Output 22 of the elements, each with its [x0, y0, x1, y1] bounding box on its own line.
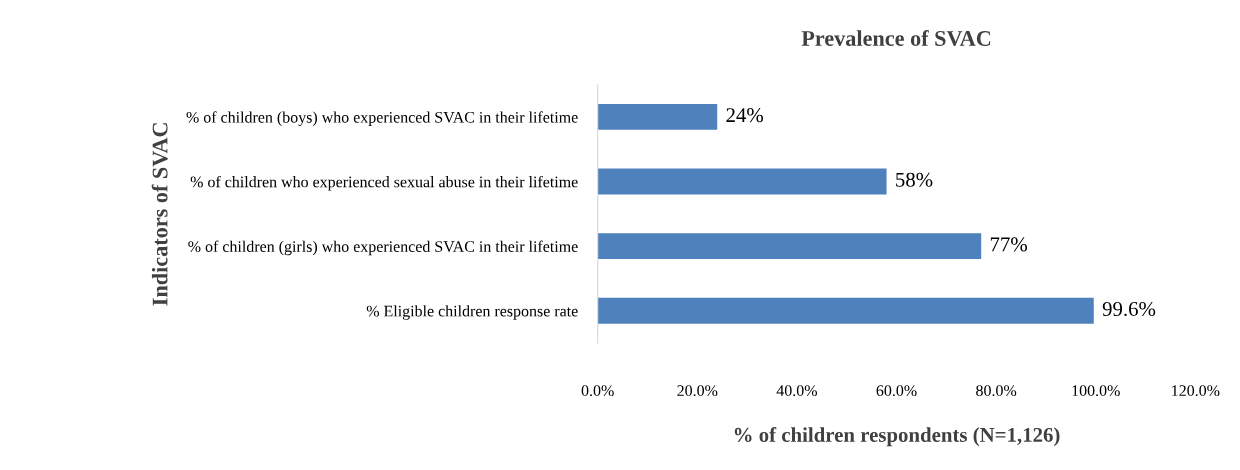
- y-tick-label: % of children (boys) who experienced SVAC in their lifetime: [186, 111, 578, 126]
- x-axis-title: % of children respondents (N=1,126): [734, 427, 1060, 447]
- y-tick-label: % of children (girls) who experienced SVAC in their lifetime: [188, 240, 578, 256]
- x-tick-label: 100.0%: [1072, 385, 1120, 397]
- x-tick-label: 60.0%: [876, 385, 917, 397]
- x-tick-label: 80.0%: [976, 385, 1017, 397]
- bar: [597, 233, 982, 260]
- y-tick-label: % of children who experienced sexual abuse in their lifetime: [190, 175, 578, 191]
- x-tick-label: 20.0%: [677, 385, 718, 397]
- y-axis-title: Indicators of SVAC: [151, 123, 168, 306]
- chart-title: Prevalence of SVAC: [801, 30, 991, 47]
- bar: [597, 297, 1094, 324]
- bar: [597, 103, 718, 130]
- data-label: 58%: [896, 172, 933, 187]
- x-tick-label: 0.0%: [581, 385, 614, 397]
- data-label: 77%: [990, 237, 1027, 252]
- bar: [597, 168, 887, 195]
- data-label: 24%: [726, 108, 764, 123]
- x-tick-label: 120.0%: [1172, 385, 1220, 397]
- x-tick-label: 40.0%: [776, 385, 817, 397]
- data-label: 99.6%: [1102, 301, 1156, 317]
- y-tick-label: % Eligible children response rate: [366, 305, 578, 320]
